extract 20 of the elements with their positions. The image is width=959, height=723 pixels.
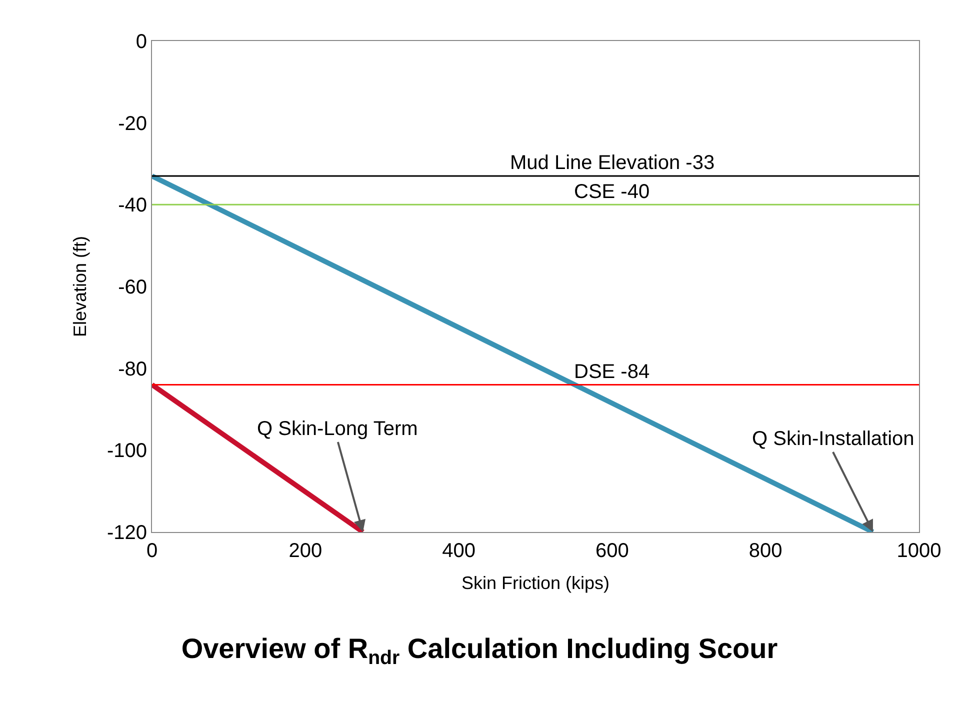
x-axis-title: Skin Friction (kips): [461, 573, 610, 594]
x-tick-label: 800: [748, 540, 782, 562]
y-tick-label: -40: [118, 194, 147, 217]
y-tick-label: -60: [118, 276, 147, 298]
y-tick-label: -100: [106, 440, 147, 462]
ref-line-label: DSE -84: [574, 361, 650, 383]
text: Overview of R$_{ndr}$ Calculation Including Scour: [181, 632, 778, 669]
y-tick-label: 0: [136, 31, 147, 53]
x-tick-label: 400: [442, 540, 476, 562]
y-tick-label: -80: [118, 358, 147, 380]
x-tick-label: 1000: [896, 540, 942, 562]
series-label: Q Skin-Long Term: [257, 418, 418, 440]
x-tick-label: 600: [596, 540, 629, 562]
y-tick-label: -20: [118, 112, 147, 135]
ref-line-label: Mud Line Elevation -33: [510, 152, 715, 174]
y-tick-label: -120: [106, 522, 147, 544]
x-tick-label: 200: [288, 540, 322, 562]
series-label: Q Skin-Installation: [752, 428, 914, 450]
ref-line-label: CSE -40: [574, 181, 650, 203]
y-axis-title: Elevation (ft): [70, 236, 90, 338]
